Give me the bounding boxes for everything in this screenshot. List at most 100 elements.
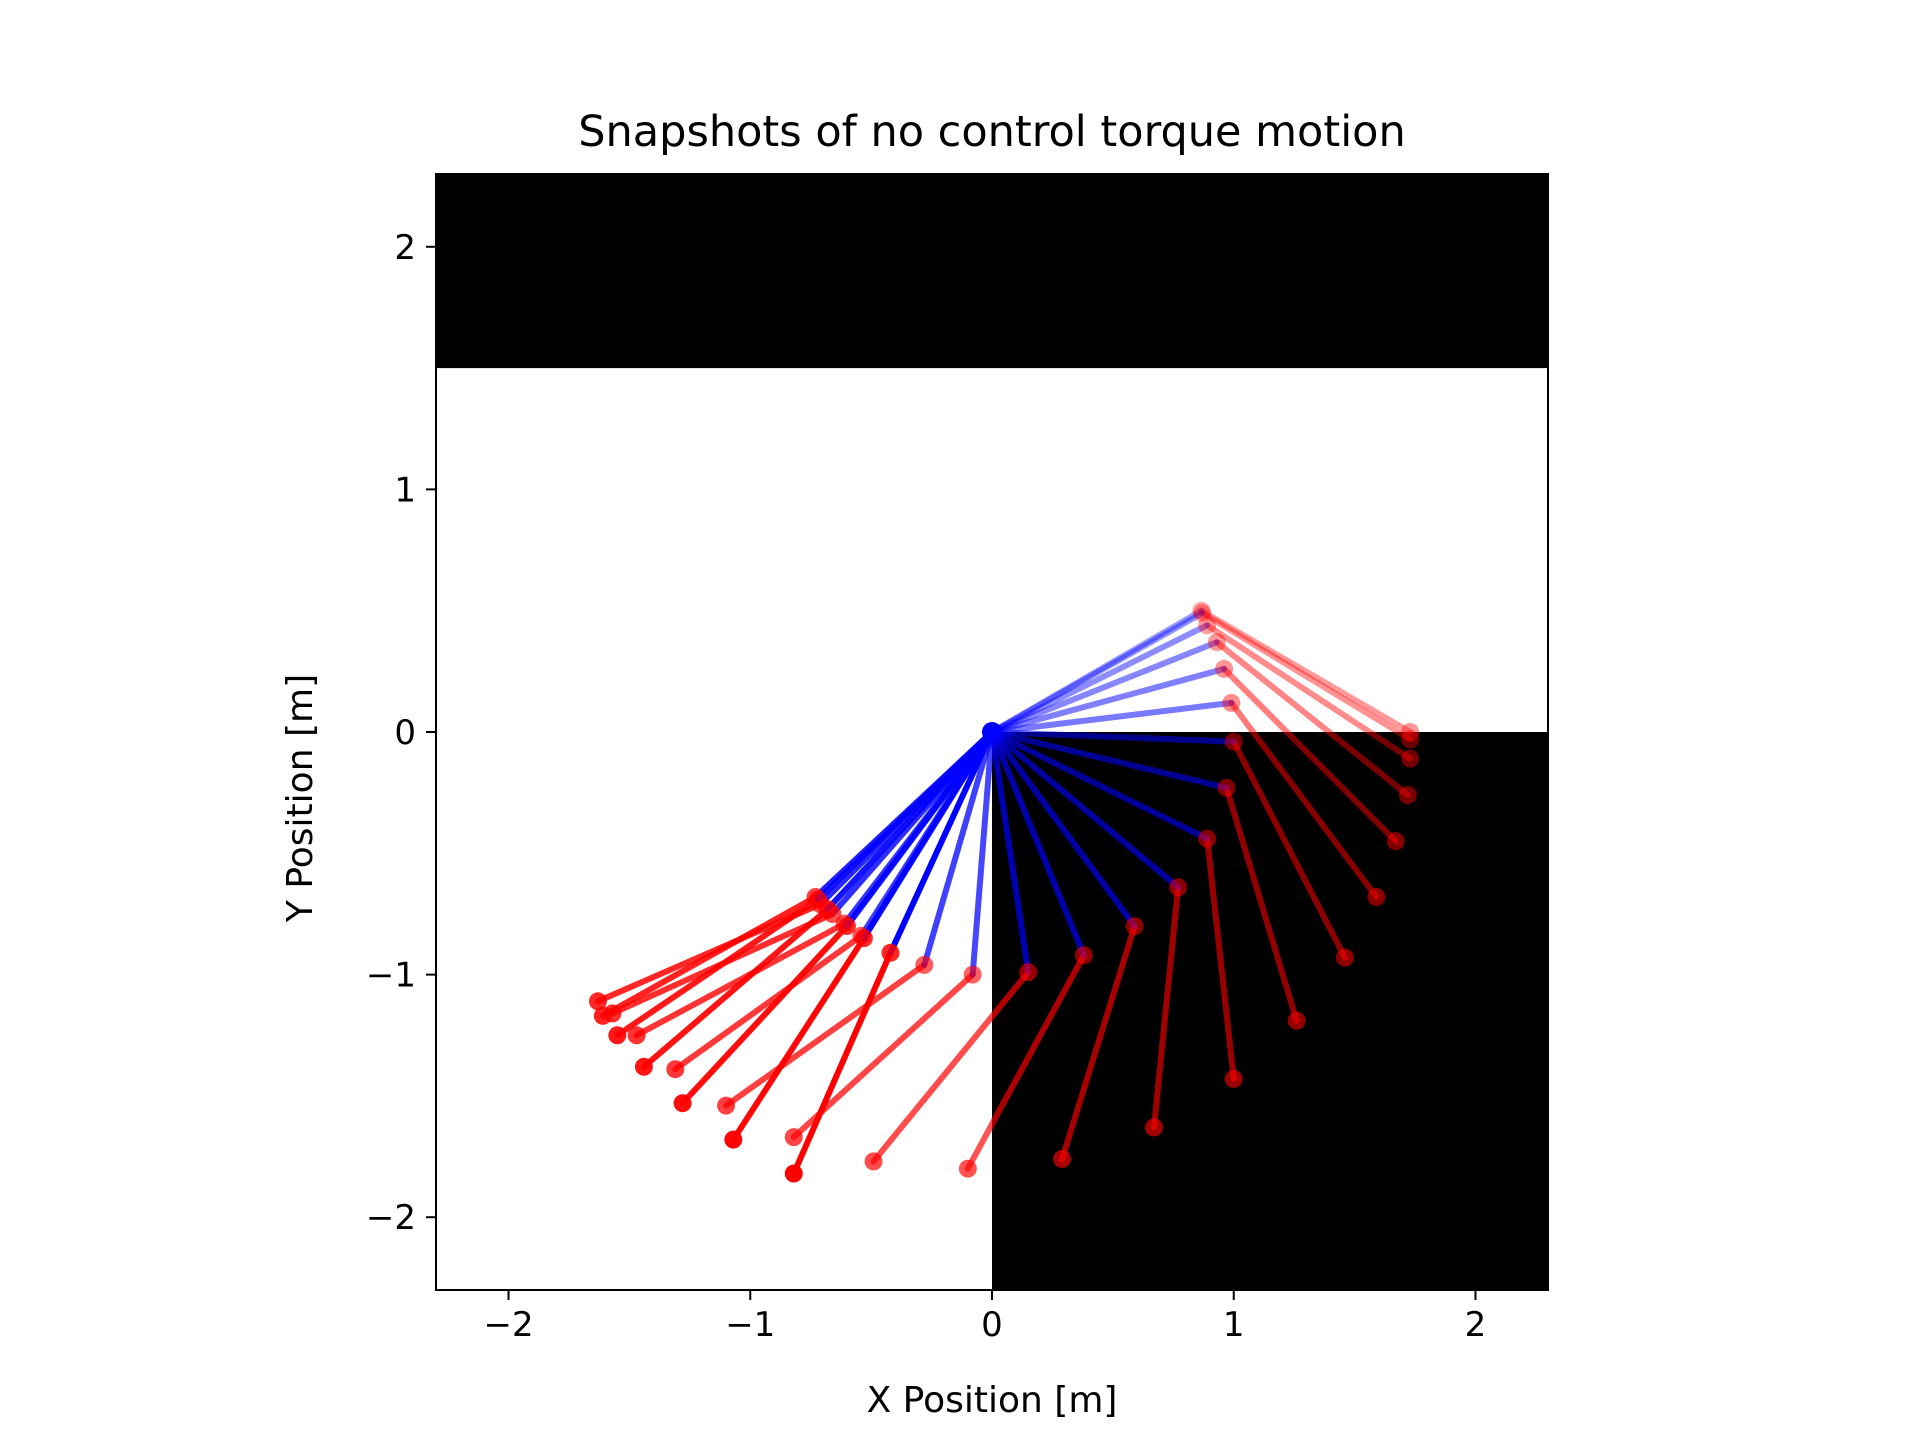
elbow-point [1198,829,1217,848]
elbow-point [1192,601,1211,620]
link2-line [1230,738,1348,961]
link2-line [1213,639,1411,799]
obstacle-region-1 [436,174,1548,369]
axes: −2 −1 0 1 2 −2 −1 0 1 2 [366,173,1549,1345]
link1-line [843,729,995,930]
y-tick-label: 2 [394,228,416,268]
tip-point [724,1130,743,1149]
link2-line [1150,884,1182,1131]
tip-point [1224,1069,1243,1088]
link1-line [989,729,1032,976]
link2-line [790,949,894,1177]
elbow-point [1193,604,1212,623]
x-axis-label: X Position [m] [867,1380,1118,1421]
tip-point [588,992,607,1011]
tip-point [958,1159,977,1178]
elbow-point [1169,878,1188,897]
x-tick-label: 0 [981,1305,1003,1345]
link2-line [672,932,865,1073]
link1-line [824,729,995,913]
elbow-point [854,929,873,948]
tip-point [1287,1011,1306,1030]
link2-line [1198,607,1414,735]
link1-line [921,729,995,968]
link2-line [614,896,821,1039]
y-tick-label: −1 [366,956,416,996]
chart-title: Snapshots of no control torque motion [578,107,1405,157]
elbow-point [963,965,982,984]
link2-line [679,923,850,1107]
link1-line [989,622,1211,735]
elbow-point [915,955,934,974]
plot-content [436,174,1548,1290]
base-point [982,722,1002,742]
y-axis-label: Y Position [m] [280,674,321,923]
tip-point [1401,723,1420,741]
link2-line [870,969,1032,1165]
link2-line [964,952,1087,1172]
link1-line [989,607,1205,735]
link1-line [860,729,995,942]
link1-line [989,610,1206,735]
tip-point [666,1060,685,1079]
tip-point [608,1026,627,1045]
tip-point [717,1096,736,1115]
elbow-point [1217,778,1236,797]
tip-point [784,1128,803,1147]
tip-point [784,1164,803,1183]
link2-line [640,906,831,1070]
elbow-point [1215,659,1234,678]
link2-line [1204,622,1414,762]
link2-line [1228,699,1380,900]
elbow-point [837,917,856,936]
link2-line [1221,665,1399,845]
link2-line [633,920,848,1039]
elbow-point [1074,946,1093,965]
elbow-point [1019,963,1038,982]
link2-line [730,935,867,1143]
link1-line [989,729,1087,959]
x-tick-label: −1 [725,1305,775,1345]
link2-line [1199,610,1414,743]
tip-point [673,1094,692,1113]
elbow-point [1224,732,1243,751]
y-tick-label: 0 [394,713,416,753]
tip-point [1053,1149,1072,1168]
tip-point [1144,1118,1163,1137]
link2-line [599,893,819,1019]
y-tick-label: 1 [394,470,416,510]
link2-line [1223,784,1300,1024]
tip-point [864,1152,883,1171]
elbow-point [1125,917,1144,936]
link1-line [989,699,1235,735]
link1-line [989,729,1237,745]
x-tick-label: −2 [483,1305,533,1345]
x-tick-label: 2 [1465,1305,1487,1345]
tip-point [1386,832,1405,851]
y-tick-label: −2 [366,1198,416,1238]
link2-line [1059,923,1138,1162]
tip-point [1335,948,1354,967]
obstacle-region-2 [992,732,1548,1290]
tip-point [1367,887,1386,906]
tip-point [1398,786,1417,805]
elbow-point [881,943,900,962]
link1-line [989,639,1220,735]
link1-line [989,729,1182,891]
x-tick-label: 1 [1223,1305,1245,1345]
plot-area [436,174,1548,1290]
tip-point [1401,749,1420,768]
link1-line [989,665,1228,735]
tip-point [1401,730,1420,749]
link1-line [989,729,1230,791]
link1-line [969,729,995,978]
tip-point [634,1057,653,1076]
link2-line [1204,835,1237,1082]
elbow-point [1207,633,1226,652]
link1-line [887,729,995,956]
elbow-point [1198,616,1217,635]
link1-line [989,729,1138,930]
elbow-point [1222,693,1241,712]
link2-line [723,961,928,1109]
